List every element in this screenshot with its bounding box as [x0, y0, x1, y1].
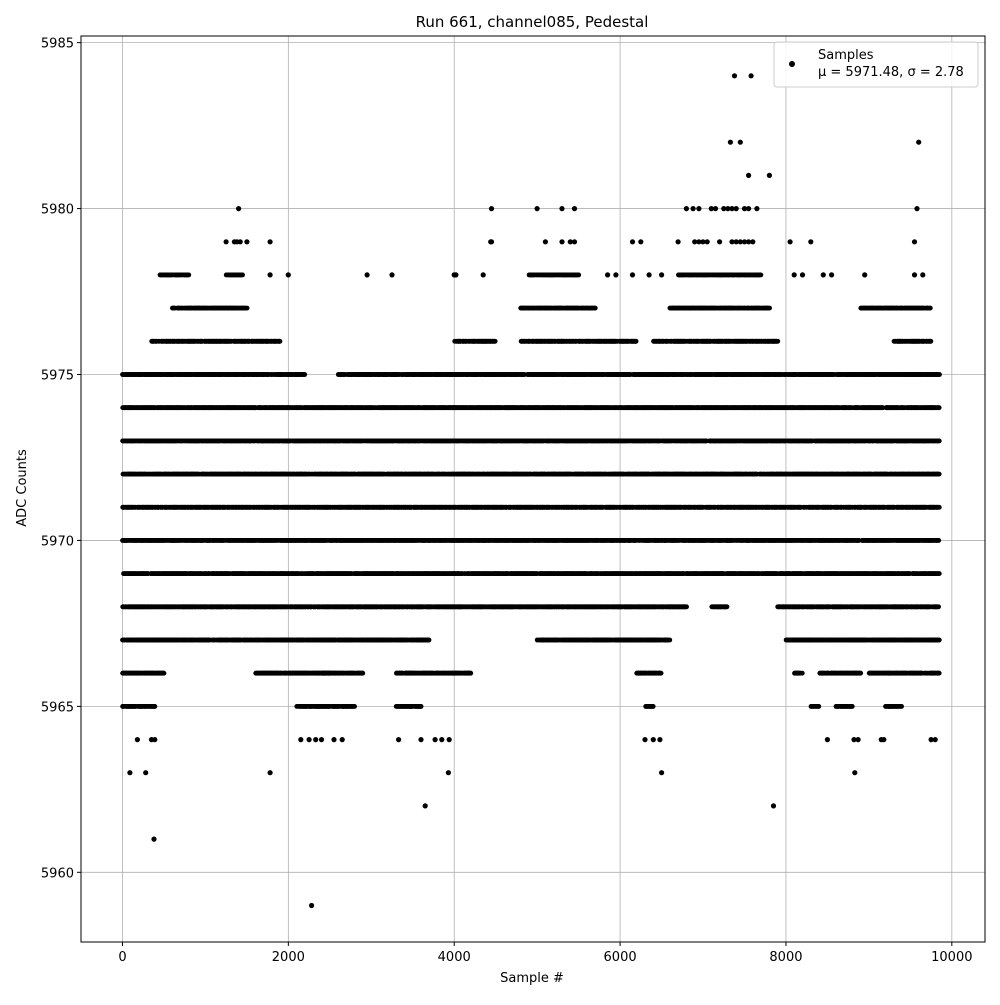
data-point: [937, 439, 942, 444]
data-point: [937, 472, 942, 477]
data-point: [937, 405, 942, 410]
